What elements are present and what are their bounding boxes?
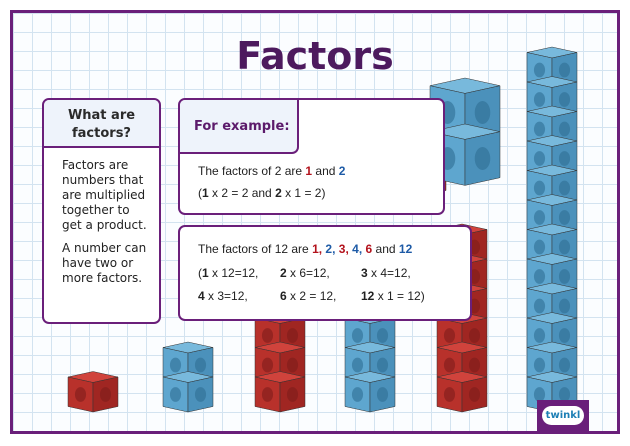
cube-stack-6-cube [436,312,488,354]
factors-of-12-line: The factors of 12 are 1, 2, 3, 4, 6 and … [198,242,413,256]
definition-text: Factors are numbers that are multiplied … [62,158,147,232]
factors-of-2-line: The factors of 2 are 1 and 2 [198,164,346,178]
twinkl-logo: twinkl [537,400,589,431]
cube-stack-12-cube [526,341,578,383]
what-are-factors-box: What are factors? Factors are numbers th… [42,98,161,324]
cube-stack-2-cube [162,371,214,413]
example-box-2: For example: The factors of 2 are 1 and … [178,98,445,215]
cube-stack-6-cube [436,371,488,413]
cube-stack-12-cube [526,135,578,177]
equation: 4 x 3=12, [198,289,248,303]
page-title: Factors [236,34,394,78]
poster-frame [10,10,620,434]
equation: (1 x 12=12, [198,266,259,280]
for-example-heading: For example: [180,100,299,154]
equation: 3 x 4=12, [361,266,411,280]
what-are-factors-heading: What are factors? [44,100,159,148]
example-box-12: The factors of 12 are 1, 2, 3, 4, 6 and … [178,225,472,321]
factors-of-2-equations: (1 x 2 = 2 and 2 x 1 = 2) [198,186,326,200]
definition-note: A number can have two or more factors. [62,241,147,285]
equation: 2 x 6=12, [280,266,330,280]
cube-stack-4-cube [344,371,396,413]
cube-stack-3-cube [254,371,306,413]
equation: 12 x 1 = 12) [361,289,425,303]
equation: 6 x 2 = 12, [280,289,337,303]
cube-stack-12-cube [526,282,578,324]
cube-stack-1-cube [67,371,119,413]
